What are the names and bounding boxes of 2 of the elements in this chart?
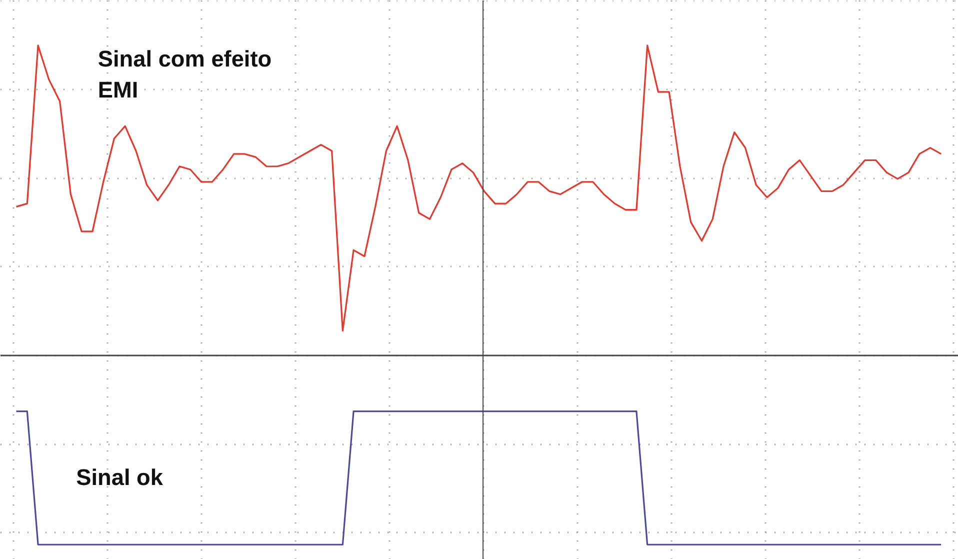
series-label: Sinal com efeito EMI bbox=[98, 45, 272, 103]
series-label: Sinal ok bbox=[76, 464, 164, 490]
